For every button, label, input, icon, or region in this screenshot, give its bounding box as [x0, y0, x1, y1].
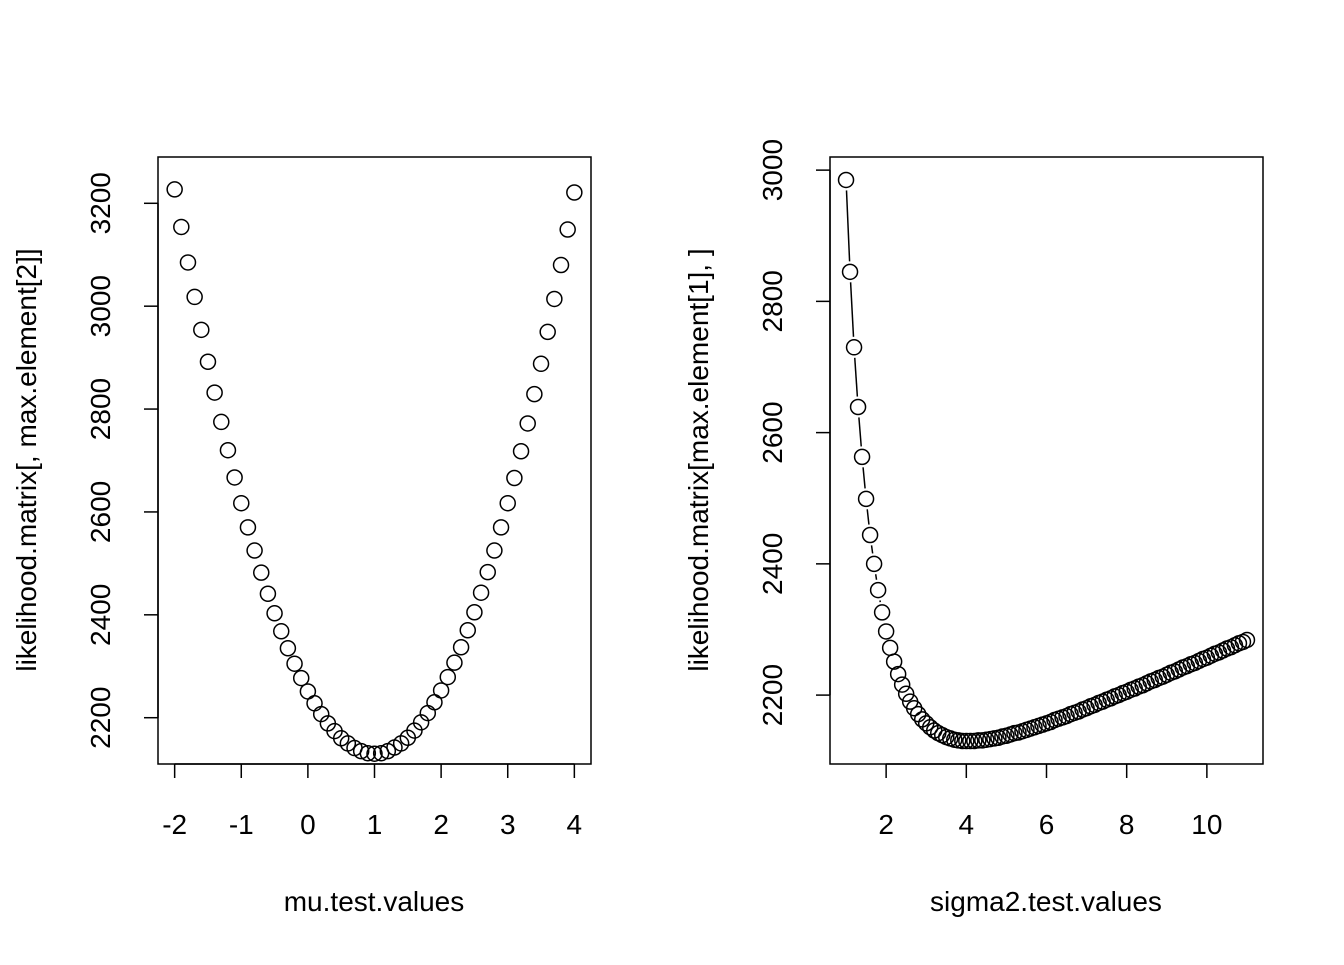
- left-data-point: [534, 356, 549, 371]
- left-data-point: [460, 623, 475, 638]
- left-x-tick-label: 4: [567, 809, 583, 840]
- right-data-point: [867, 556, 882, 571]
- left-data-point: [307, 696, 322, 711]
- left-data-point: [300, 684, 315, 699]
- left-data-point: [494, 520, 509, 535]
- left-data-point: [234, 496, 249, 511]
- left-x-tick-label: 0: [300, 809, 316, 840]
- right-y-axis-label: likelihood.matrix[max.element[1], ]: [683, 248, 714, 671]
- right-data-point: [883, 640, 898, 655]
- right-y-tick-label: 2400: [757, 533, 788, 595]
- right-y-tick-label: 2800: [757, 270, 788, 332]
- left-y-tick-label: 2800: [85, 378, 116, 440]
- left-data-point: [540, 324, 555, 339]
- right-panel: sigma2.test.values likelihood.matrix[max…: [683, 139, 1263, 917]
- left-data-point: [254, 565, 269, 580]
- left-data-point: [227, 470, 242, 485]
- left-data-point: [500, 496, 515, 511]
- left-x-tick-label: 1: [367, 809, 383, 840]
- right-data-point: [871, 583, 886, 598]
- right-data-point: [1239, 632, 1254, 647]
- left-data-point: [180, 255, 195, 270]
- right-line-segment: [859, 417, 861, 446]
- right-y-tick-label: 2600: [757, 401, 788, 463]
- left-data-point: [554, 258, 569, 273]
- right-data-point: [891, 667, 906, 682]
- right-line-segment: [855, 358, 858, 397]
- right-plot-frame: [830, 157, 1263, 764]
- left-data-point: [167, 182, 182, 197]
- left-data-point: [267, 606, 282, 621]
- right-x-axis-label: sigma2.test.values: [930, 886, 1162, 917]
- right-line-segment: [867, 509, 869, 524]
- left-data-point: [220, 443, 235, 458]
- right-data-point: [863, 527, 878, 542]
- right-data-point: [875, 605, 890, 620]
- left-plot-frame: [158, 157, 591, 764]
- left-data-point: [260, 586, 275, 601]
- left-data-point: [474, 585, 489, 600]
- left-data-point: [240, 520, 255, 535]
- left-data-point: [187, 289, 202, 304]
- left-y-tick-label: 3200: [85, 172, 116, 234]
- right-line-segment: [876, 574, 877, 579]
- right-data-point: [915, 712, 930, 727]
- right-line-segment: [872, 545, 873, 553]
- left-data-point: [480, 565, 495, 580]
- right-line-segment: [846, 190, 849, 261]
- right-data-point: [879, 624, 894, 639]
- right-data-point: [855, 449, 870, 464]
- left-data-point: [194, 322, 209, 337]
- left-data-point: [200, 354, 215, 369]
- left-y-tick-label: 2200: [85, 687, 116, 749]
- left-panel: mu.test.values likelihood.matrix[, max.e…: [11, 157, 591, 917]
- right-line-segment: [851, 282, 854, 336]
- left-y-tick-label: 2400: [85, 584, 116, 646]
- left-data-point: [487, 543, 502, 558]
- right-x-tick-label: 2: [878, 809, 894, 840]
- right-data-point: [847, 340, 862, 355]
- right-y-tick-label: 3000: [757, 139, 788, 201]
- left-data-point: [287, 656, 302, 671]
- right-x-tick-label: 6: [1039, 809, 1055, 840]
- left-data-point: [427, 695, 442, 710]
- left-x-axis-label: mu.test.values: [284, 886, 465, 917]
- right-x-tick-label: 4: [959, 809, 975, 840]
- left-data-point: [520, 416, 535, 431]
- left-x-tick-label: 3: [500, 809, 516, 840]
- left-y-tick-label: 2600: [85, 481, 116, 543]
- right-x-tick-label: 10: [1191, 809, 1222, 840]
- right-data-point: [843, 264, 858, 279]
- left-data-point: [247, 543, 262, 558]
- left-data-point: [514, 444, 529, 459]
- left-x-tick-label: -2: [162, 809, 187, 840]
- left-data-point: [567, 185, 582, 200]
- right-line-segment: [863, 467, 865, 488]
- left-data-point: [214, 414, 229, 429]
- left-x-tick-label: -1: [229, 809, 254, 840]
- left-data-point: [527, 387, 542, 402]
- right-data-point: [895, 677, 910, 692]
- left-data-point: [274, 624, 289, 639]
- left-data-point: [507, 470, 522, 485]
- left-data-point: [547, 291, 562, 306]
- left-data-point: [467, 605, 482, 620]
- left-data-point: [447, 655, 462, 670]
- left-data-point: [440, 670, 455, 685]
- left-y-axis-label: likelihood.matrix[, max.element[2]]: [11, 248, 42, 671]
- right-data-point: [851, 400, 866, 415]
- left-data-point: [280, 641, 295, 656]
- left-x-tick-label: 2: [433, 809, 449, 840]
- right-data-point: [859, 491, 874, 506]
- left-data-point: [454, 640, 469, 655]
- left-y-tick-label: 3000: [85, 275, 116, 337]
- right-x-tick-label: 8: [1119, 809, 1135, 840]
- left-data-point: [560, 222, 575, 237]
- right-data-point: [839, 172, 854, 187]
- left-data-point: [207, 385, 222, 400]
- right-y-tick-label: 2200: [757, 664, 788, 726]
- left-data-point: [174, 219, 189, 234]
